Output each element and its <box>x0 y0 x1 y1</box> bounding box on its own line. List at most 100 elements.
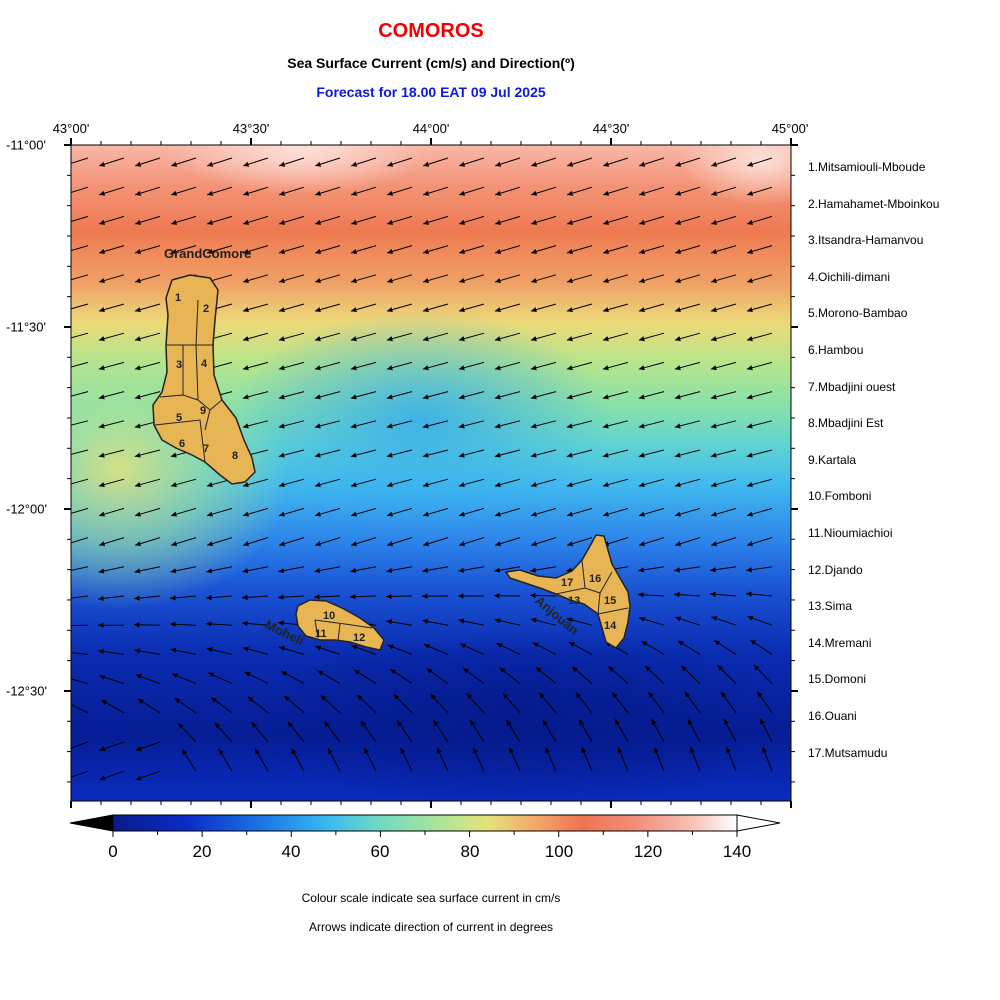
current-arrow-head <box>99 190 106 196</box>
current-arrow-head <box>674 336 681 342</box>
current-arrow-head <box>612 692 618 699</box>
current-arrow-head <box>287 721 294 728</box>
colorbar-label-60: 60 <box>370 842 390 861</box>
current-arrow-head <box>315 219 322 225</box>
current-arrow-head <box>320 695 327 701</box>
current-arrow <box>71 741 89 749</box>
current-arrow-head <box>710 365 717 371</box>
current-arrow-head <box>423 190 430 196</box>
current-arrow-head <box>98 394 105 400</box>
current-arrow-head <box>63 746 69 751</box>
current-arrow-head <box>423 511 429 517</box>
current-arrow-head <box>351 248 357 254</box>
current-arrow-head <box>386 593 392 600</box>
current-arrow-head <box>603 248 609 254</box>
current-arrow-head <box>746 394 753 400</box>
current-arrow <box>71 420 89 426</box>
current-arrow-head <box>530 307 537 313</box>
current-arrow-head <box>386 394 393 400</box>
current-arrow-head <box>278 620 284 626</box>
current-arrow-head <box>710 567 716 573</box>
current-arrow-head <box>278 365 285 371</box>
current-arrow-head <box>244 671 251 677</box>
current-arrow-head <box>63 278 69 283</box>
current-arrow-head <box>567 511 573 517</box>
current-arrow-head <box>579 719 584 726</box>
map-subtitle: Sea Surface Current (cm/s) and Direction… <box>287 55 575 71</box>
current-arrow-head <box>99 541 106 547</box>
current-arrow-head <box>387 248 393 254</box>
current-arrow-head <box>314 307 321 313</box>
current-arrow-head <box>459 190 466 196</box>
current-arrow-head <box>687 719 693 726</box>
current-arrow-head <box>675 161 682 167</box>
legend-item: 17.Mutsamudu <box>808 745 888 760</box>
current-arrow-head <box>314 594 320 600</box>
current-arrow <box>71 678 89 685</box>
current-arrow-head <box>174 698 181 704</box>
current-arrow-head <box>324 721 330 728</box>
current-arrow-head <box>638 567 645 573</box>
current-arrow-head <box>135 190 142 196</box>
current-arrow-head <box>638 336 645 342</box>
current-arrow-head <box>746 482 753 488</box>
current-arrow-head <box>134 595 140 601</box>
current-arrow-head <box>566 617 573 623</box>
current-arrow-head <box>315 190 322 196</box>
current-arrow-head <box>98 648 104 655</box>
current-arrow-head <box>710 591 716 597</box>
current-arrow-head <box>291 748 297 755</box>
lon-label-45-00: 45°00' <box>771 121 809 136</box>
current-arrow-head <box>530 617 537 623</box>
legend-item: 4.Oichili-dimani <box>808 269 891 284</box>
current-arrow-head <box>494 482 501 488</box>
current-arrow-head <box>242 336 249 342</box>
current-arrow-head <box>351 190 358 196</box>
current-arrow-head <box>135 541 142 547</box>
lat-label-12-00: -12°00' <box>6 501 47 517</box>
current-arrow-head <box>423 541 430 547</box>
current-arrow-head <box>171 219 178 225</box>
current-arrow-head <box>575 692 582 699</box>
current-arrow-head <box>711 248 717 254</box>
current-arrow-head <box>350 594 356 600</box>
current-arrow <box>71 507 89 514</box>
legend-item: 12.Djando <box>808 562 863 577</box>
current-arrow-head <box>242 423 249 429</box>
current-arrow <box>71 478 89 485</box>
current-arrow-head <box>134 307 141 313</box>
current-arrow-head <box>207 248 213 254</box>
note-arrows: Arrows indicate direction of current in … <box>308 920 554 934</box>
current-arrow-head <box>387 190 394 196</box>
current-arrow-head <box>278 568 285 574</box>
current-arrow-head <box>473 747 478 754</box>
current-field <box>63 145 791 801</box>
current-arrow-head <box>545 747 551 754</box>
current-arrow <box>71 652 89 655</box>
current-arrow-head <box>243 541 250 547</box>
current-arrow-head <box>674 482 681 488</box>
current-arrow-head <box>170 482 177 488</box>
current-arrow-head <box>746 307 753 313</box>
island-grande-comore: 1 2 3 4 5 9 6 7 8 GrandComore <box>152 246 256 485</box>
current-arrow-head <box>207 190 214 196</box>
colorbar-max-triangle <box>736 814 781 832</box>
current-arrow-head <box>602 482 609 488</box>
current-arrow-head <box>644 665 651 672</box>
current-arrow-head <box>530 482 537 488</box>
current-arrow-head <box>567 248 573 254</box>
lon-label-44-30: 44°30' <box>592 121 630 136</box>
current-arrow-head <box>724 718 729 725</box>
current-arrow-head <box>422 307 429 313</box>
current-arrow-head <box>603 219 610 225</box>
current-arrow-head <box>314 336 321 342</box>
current-arrow-head <box>639 190 646 196</box>
current-arrow-head <box>279 219 286 225</box>
current-arrow-head <box>463 668 470 674</box>
current-arrow-head <box>255 748 261 755</box>
current-arrow-head <box>134 365 141 371</box>
current-arrow-head <box>63 336 69 341</box>
axis-minor-ticks <box>67 141 795 805</box>
current-arrow-head <box>278 394 285 400</box>
current-arrow-head <box>458 452 465 458</box>
